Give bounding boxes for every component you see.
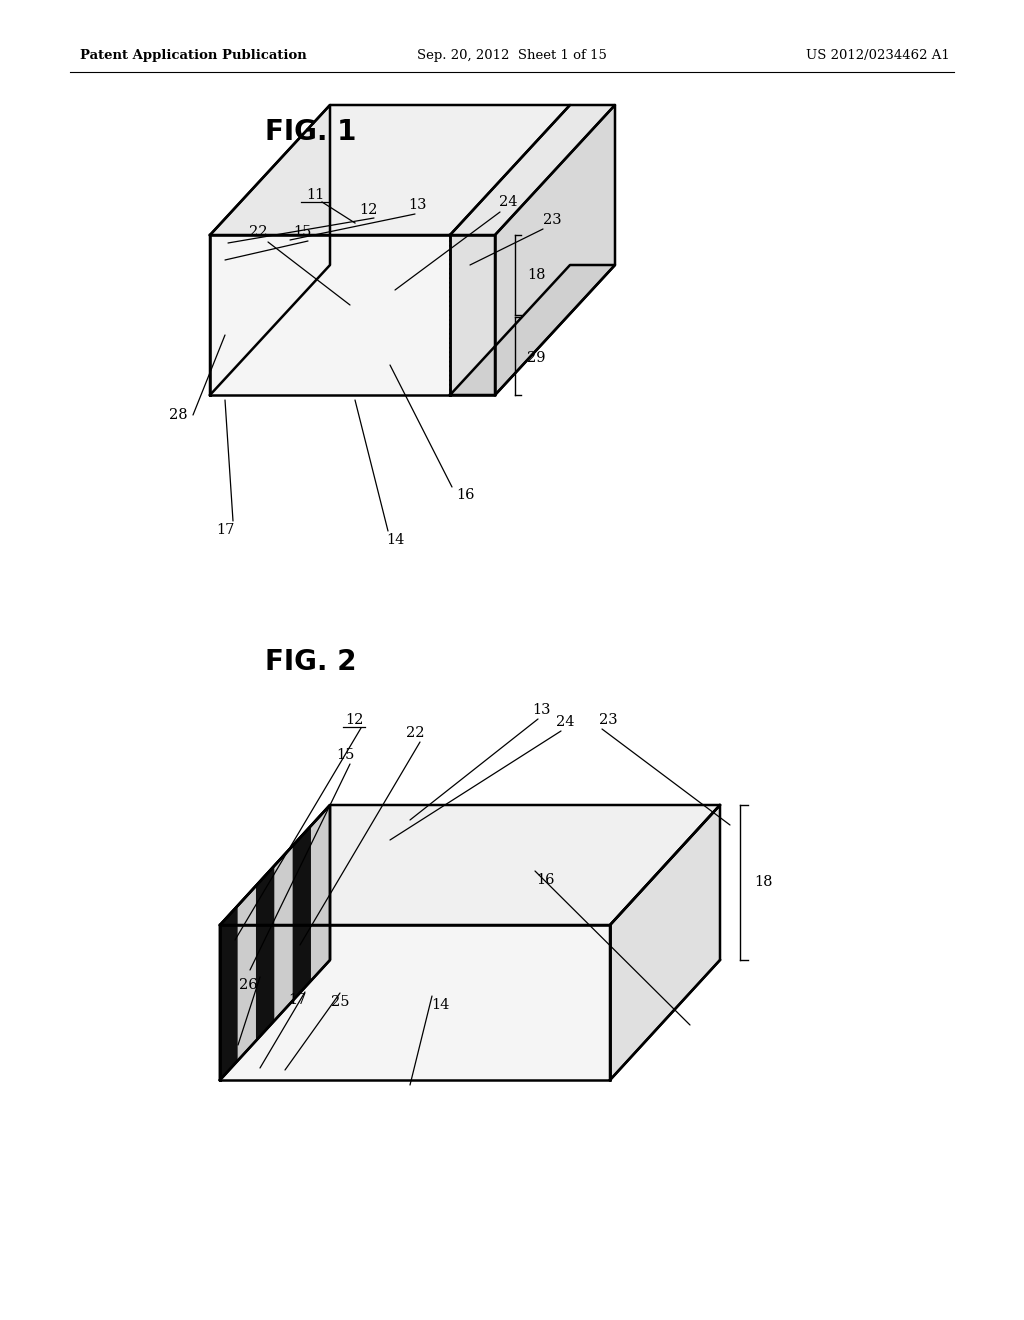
Text: 13: 13: [532, 704, 551, 717]
Polygon shape: [495, 106, 615, 395]
Text: 24: 24: [556, 715, 574, 729]
Polygon shape: [220, 925, 610, 1080]
Text: 26: 26: [239, 978, 257, 993]
Polygon shape: [210, 106, 330, 395]
Text: 28: 28: [169, 408, 188, 422]
Polygon shape: [293, 825, 311, 1001]
Text: 22: 22: [406, 726, 424, 741]
Polygon shape: [220, 805, 330, 1080]
Text: 17: 17: [216, 523, 234, 537]
Text: 22: 22: [249, 224, 267, 239]
Text: 16: 16: [536, 873, 554, 887]
Text: 14: 14: [386, 533, 404, 546]
Polygon shape: [610, 805, 720, 1080]
Text: 18: 18: [754, 875, 772, 890]
Polygon shape: [275, 845, 293, 1020]
Polygon shape: [210, 235, 450, 395]
Polygon shape: [239, 884, 257, 1060]
Text: 25: 25: [331, 995, 349, 1008]
Text: Patent Application Publication: Patent Application Publication: [80, 49, 307, 62]
Text: 15: 15: [336, 748, 354, 762]
Text: 12: 12: [345, 713, 364, 727]
Text: US 2012/0234462 A1: US 2012/0234462 A1: [806, 49, 950, 62]
Text: 17: 17: [288, 993, 306, 1007]
Text: 23: 23: [599, 713, 617, 727]
Text: 18: 18: [527, 268, 546, 282]
Text: 13: 13: [409, 198, 427, 213]
Text: 14: 14: [431, 998, 450, 1012]
Polygon shape: [450, 106, 615, 235]
Text: 15: 15: [293, 224, 311, 239]
Polygon shape: [220, 805, 720, 925]
Text: 24: 24: [499, 195, 517, 209]
Polygon shape: [257, 865, 275, 1040]
Text: 29: 29: [527, 351, 546, 366]
Text: 12: 12: [358, 203, 377, 216]
Text: FIG. 1: FIG. 1: [265, 117, 356, 147]
Polygon shape: [210, 106, 570, 235]
Text: 11: 11: [306, 187, 325, 202]
Text: 16: 16: [456, 488, 474, 502]
Polygon shape: [450, 265, 615, 395]
Text: Sep. 20, 2012  Sheet 1 of 15: Sep. 20, 2012 Sheet 1 of 15: [417, 49, 607, 62]
Polygon shape: [220, 906, 239, 1080]
Polygon shape: [450, 235, 495, 395]
Text: FIG. 2: FIG. 2: [265, 648, 356, 676]
Polygon shape: [311, 805, 330, 979]
Text: 23: 23: [543, 213, 561, 227]
